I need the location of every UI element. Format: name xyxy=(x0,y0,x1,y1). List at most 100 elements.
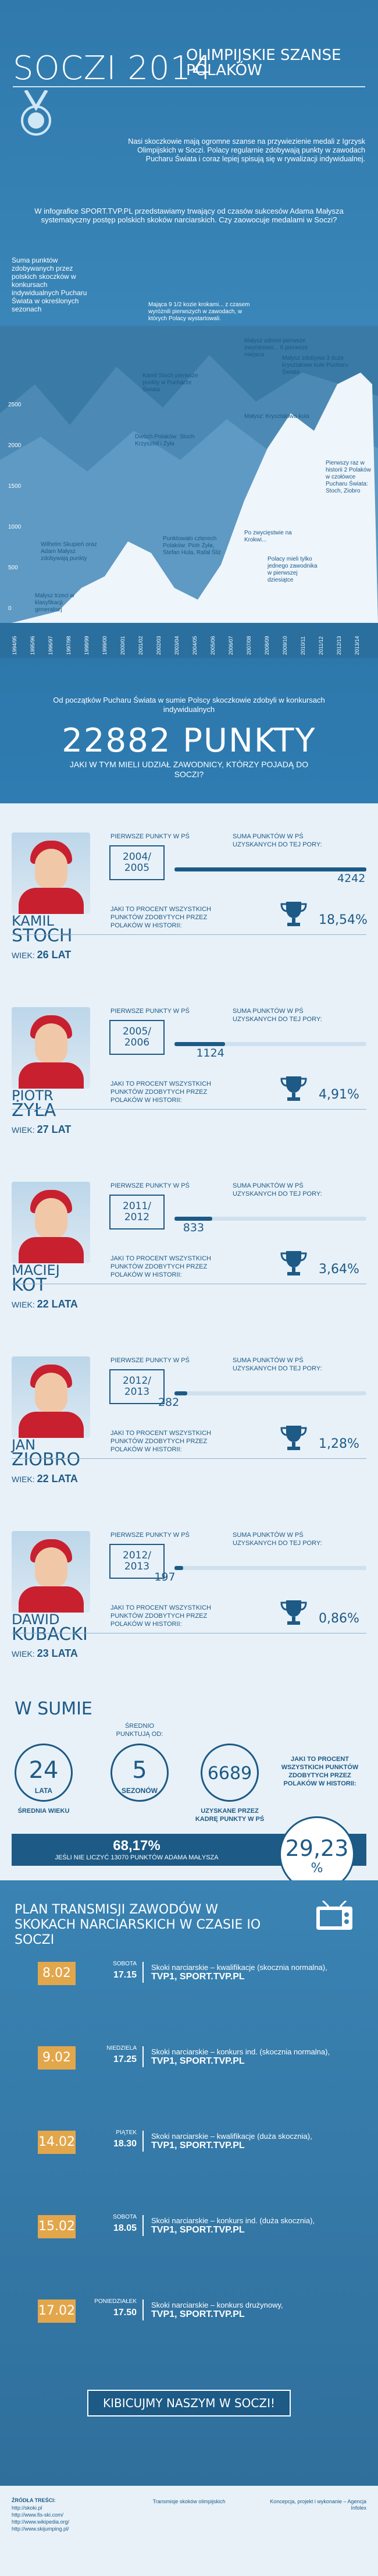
age-value-text: 22 LATA xyxy=(37,1298,78,1310)
pct-label-1: JAKI TO PROCENT WSZYSTKICH xyxy=(110,1604,211,1611)
age-label-text: WIEK: xyxy=(12,1649,35,1659)
event-separator xyxy=(142,2299,144,2320)
points-bar xyxy=(174,1042,366,1046)
source-1[interactable]: http://skoki.pl xyxy=(12,2505,42,2511)
points-bar xyxy=(174,1566,366,1570)
pct-label-3: POLAKÓW W HISTORII: xyxy=(110,1446,182,1453)
season-label: 2003/04 xyxy=(174,636,180,655)
season-label: 2013/14 xyxy=(354,636,360,655)
seasons-value: 5 xyxy=(132,1757,147,1784)
sum-points-label: SUMA PUNKTÓW W PŚ UZYSKANYCH DO TEJ PORY: xyxy=(233,1007,322,1023)
face-shape xyxy=(35,849,67,890)
points-bar-fill xyxy=(174,1217,212,1221)
pct-value: 0,86% xyxy=(319,1611,359,1626)
season-label: 1999/00 xyxy=(102,636,108,655)
summary-pct-value: 29,23 xyxy=(285,1836,349,1861)
season-axis xyxy=(0,623,378,658)
first-season-box: 2012/2013 xyxy=(109,1369,165,1404)
skier-first-name: MACIEJ xyxy=(12,1262,60,1278)
skier-photo xyxy=(12,1007,90,1089)
event-desc-text: Skoki narciarskie – konkurs ind. (skoczn… xyxy=(151,2047,330,2056)
mountain-note-11: Małysz trzeci w klasyfikacji generalnej xyxy=(35,593,74,613)
event-day: SOBOTA xyxy=(113,1961,137,1967)
no-malysz-pct: 68,17% xyxy=(113,1838,161,1854)
age-value-text: 26 LAT xyxy=(37,949,72,961)
sum-points-l1: SUMA PUNKTÓW W PŚ xyxy=(233,1182,304,1189)
total-intro: Od początków Pucharu Świata w sumie Pols… xyxy=(53,696,325,714)
first-points-label: PIERWSZE PUNKTY W PŚ xyxy=(110,1008,190,1015)
season-label: 2006/07 xyxy=(228,636,234,655)
face-shape xyxy=(35,1023,67,1064)
season-part-1: 2012/ xyxy=(123,1550,151,1561)
skier-first-name: PIOTR xyxy=(12,1087,54,1104)
trophy-icon xyxy=(280,902,307,926)
event-tv: TVP1, SPORT.TVP.PL xyxy=(151,2225,245,2235)
sum-points-label: SUMA PUNKTÓW W PŚ UZYSKANYCH DO TEJ PORY: xyxy=(233,1531,322,1547)
points-bar xyxy=(174,1391,366,1395)
event-description: Skoki narciarskie – konkurs drużynowy, TV… xyxy=(151,2301,372,2319)
medal-icon xyxy=(21,90,51,136)
skier-age: WIEK: 22 LATA xyxy=(12,1298,78,1310)
mountain-note-4: Małysz odnosi pierwsze zwycięstwo... 6 p… xyxy=(244,338,308,358)
first-season-box: 2005/2006 xyxy=(109,1020,165,1055)
suit-shape xyxy=(19,1062,84,1089)
season-label: 2005/06 xyxy=(210,636,216,655)
mountain-note-10: Wilhelm Skupień oraz Adam Małysz zdobywa… xyxy=(41,541,97,562)
skier-age: WIEK: 22 LATA xyxy=(12,1473,78,1485)
event-time: 17.50 xyxy=(113,2308,137,2318)
points-value: 282 xyxy=(158,1396,180,1409)
mountain-note-3: Dwóch Polaków: Stoch Krzysztof i Żyła xyxy=(135,434,195,447)
summary-pct-label: JAKI TO PROCENT WSZYSTKICH PUNKTÓW ZDOBY… xyxy=(281,1756,359,1787)
season-label: 2004/05 xyxy=(192,636,198,655)
event-date: 15.02 xyxy=(38,2215,76,2238)
seasons-unit: SEZONÓW xyxy=(122,1787,158,1795)
event-date: 9.02 xyxy=(38,2046,76,2070)
season-label: 2001/02 xyxy=(138,636,144,655)
source-3[interactable]: http://www.wikipedia.org/ xyxy=(12,2519,70,2525)
skier-first-name: DAWID xyxy=(12,1611,60,1628)
footer xyxy=(0,2486,378,2576)
pct-label-2: PUNKTÓW ZDOBYTYCH PRZEZ xyxy=(110,1438,208,1445)
mountain-note-7: Małysz: Kryształowa kula xyxy=(244,413,309,420)
season-label: 2012/13 xyxy=(336,636,342,655)
tick-0: 0 xyxy=(8,605,12,612)
pct-label-2: PUNKTÓW ZDOBYTYCH PRZEZ xyxy=(110,1089,208,1096)
points-value: 197 xyxy=(154,1571,176,1583)
season-label: 1995/96 xyxy=(30,636,35,655)
skier-photo xyxy=(12,1531,90,1613)
pct-label-2: PUNKTÓW ZDOBYTYCH PRZEZ xyxy=(110,1613,208,1620)
tick-1500: 1500 xyxy=(8,483,22,490)
skier-photo xyxy=(12,832,90,914)
points-label: UZYSKANE PRZEZ KADRĘ PUNKTY W PŚ xyxy=(192,1807,268,1823)
pct-label-3: POLAKÓW W HISTORII: xyxy=(110,1097,182,1104)
no-malysz-label: JEŚLI NIE LICZYĆ 13070 PUNKTÓW ADAMA MAŁ… xyxy=(55,1854,219,1861)
skier-photo xyxy=(12,1356,90,1438)
subtitle-line-1: OLIMPIJSKIE SZANSE xyxy=(186,47,341,64)
tick-1000: 1000 xyxy=(8,524,22,530)
event-day: PIĄTEK xyxy=(116,2129,137,2136)
season-label: 2007/08 xyxy=(246,636,252,655)
event-description: Skoki narciarskie – konkurs ind. (duża s… xyxy=(151,2216,372,2235)
banner: KIBICUJMY NASZYM W SOCZI! xyxy=(87,2390,291,2416)
suit-shape xyxy=(19,1237,84,1263)
season-label: 2000/01 xyxy=(120,636,126,655)
season-part-2: 2012 xyxy=(124,1211,150,1223)
source-2[interactable]: http://www.fis-ski.com/ xyxy=(12,2512,64,2518)
pct-label: JAKI TO PROCENT WSZYSTKICH PUNKTÓW ZDOBYT… xyxy=(110,1604,211,1628)
event-day: PONIEDZIAŁEK xyxy=(94,2298,137,2305)
total-question: JAKI W TYM MIELI UDZIAŁ ZAWODNICY, KTÓRZ… xyxy=(69,760,309,779)
pct-label-1: JAKI TO PROCENT WSZYSTKICH xyxy=(110,1080,211,1087)
season-part-2: 2013 xyxy=(124,1561,150,1572)
event-tv: TVP1, SPORT.TVP.PL xyxy=(151,2141,245,2150)
sum-points-label: SUMA PUNKTÓW W PŚ UZYSKANYCH DO TEJ PORY: xyxy=(233,1356,322,1373)
sum-points-l2: UZYSKANYCH DO TEJ PORY: xyxy=(233,1365,322,1372)
source-4[interactable]: http://www.skijumping.pl/ xyxy=(12,2526,69,2532)
skier-last-name: STOCH xyxy=(12,926,73,946)
card-divider xyxy=(12,934,366,935)
season-label: 2011/12 xyxy=(318,636,324,655)
tick-500: 500 xyxy=(8,565,18,571)
event-description: Skoki narciarskie – kwalifikacje (skoczn… xyxy=(151,1963,372,1982)
face-shape xyxy=(35,1547,67,1588)
skier-last-name: ZIOBRO xyxy=(12,1450,81,1470)
points-mountain-chart xyxy=(0,355,378,675)
